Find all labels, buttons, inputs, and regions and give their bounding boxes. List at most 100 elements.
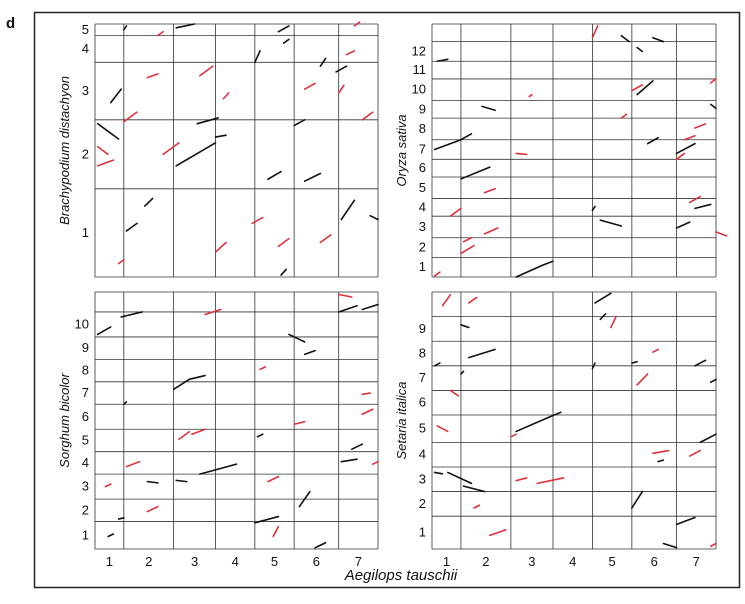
synteny-segment-black — [481, 105, 496, 112]
synteny-segment-red — [345, 50, 356, 56]
synteny-segment-black — [96, 326, 112, 336]
synteny-segment-black — [657, 459, 665, 463]
synteny-segment-black — [460, 133, 473, 141]
y-tick-label: 3 — [82, 479, 89, 494]
synteny-segment-black — [199, 463, 238, 475]
synteny-segment-black — [599, 219, 623, 227]
panel-1: 1 2 3 4 5 Brachypodium distachyon — [57, 21, 379, 278]
x-tick-label: 7 — [693, 554, 700, 569]
synteny-segment-red — [468, 296, 478, 304]
x-tick-label: 1 — [443, 554, 450, 569]
synteny-segment-red — [361, 111, 374, 121]
synteny-segment-red — [683, 134, 696, 141]
y-tick-label: 5 — [82, 432, 89, 447]
synteny-segment-red — [157, 30, 164, 37]
synteny-segment-black — [254, 515, 280, 524]
synteny-segment-black — [277, 25, 290, 33]
synteny-segment-black — [433, 362, 441, 367]
synteny-segment-red — [146, 505, 159, 513]
y-tick-label: 8 — [419, 121, 426, 136]
synteny-segment-black — [280, 268, 288, 276]
synteny-segment-black — [146, 480, 159, 484]
x-tick-label: 4 — [569, 554, 576, 569]
synteny-segment-black — [143, 197, 154, 207]
synteny-segment-red — [449, 389, 460, 397]
synteny-segment-red — [515, 152, 528, 156]
synteny-segment-black — [175, 479, 188, 483]
synteny-segment-black — [460, 324, 470, 329]
y-tick-label: 3 — [419, 471, 426, 486]
synteny-segment-red — [146, 73, 159, 79]
y-tick-label: 6 — [419, 395, 426, 410]
x-tick-label: 2 — [145, 554, 152, 569]
synteny-segment-black — [436, 58, 449, 63]
synteny-segment-red — [303, 82, 316, 90]
synteny-segment-black — [662, 542, 678, 549]
synteny-segment-red — [591, 25, 599, 39]
x-axis-title: Aegilops tauschii — [344, 567, 458, 584]
x-tick-label: 5 — [271, 554, 278, 569]
synteny-segment-black — [361, 303, 379, 311]
synteny-segment-red — [620, 113, 628, 119]
synteny-segment-black — [335, 65, 348, 73]
x-tick-label: 3 — [191, 554, 198, 569]
synteny-segment-red — [96, 159, 115, 167]
y-tick-label: 4 — [419, 199, 426, 214]
synteny-segment-black — [340, 458, 358, 463]
synteny-segment-red — [162, 142, 180, 156]
synteny-segment-black — [196, 117, 219, 125]
y-tick-label: 1 — [419, 525, 426, 540]
y-tick-label: 2 — [82, 502, 89, 517]
synteny-segment-red — [353, 21, 361, 27]
synteny-segment-black — [314, 541, 327, 549]
synteny-segment-red — [222, 92, 230, 100]
synteny-segment-black — [675, 142, 696, 155]
synteny-segment-red — [123, 111, 138, 123]
y-tick-label: 2 — [82, 146, 89, 161]
synteny-segment-black — [675, 221, 691, 229]
synteny-segment-red — [361, 408, 374, 416]
synteny-segment-red — [536, 477, 565, 485]
y-tick-label: 11 — [413, 62, 427, 77]
x-tick-label: 6 — [651, 554, 658, 569]
y-tick-label: 4 — [82, 41, 89, 56]
y-tick-label: 5 — [419, 421, 426, 436]
synteny-segment-black — [303, 172, 322, 182]
y-tick-label: 8 — [82, 363, 89, 378]
synteny-segment-red — [293, 420, 306, 426]
synteny-segment-black — [337, 304, 358, 313]
synteny-segment-black — [591, 362, 596, 370]
synteny-segment-red — [191, 428, 206, 436]
synteny-segment-black — [303, 349, 316, 356]
synteny-segment-black — [96, 122, 120, 140]
y-tick-label: 7 — [419, 370, 426, 385]
synteny-segment-black — [652, 36, 665, 43]
synteny-segment-red — [117, 258, 125, 265]
synteny-segment-black — [298, 490, 311, 508]
synteny-segment-black — [446, 471, 473, 485]
synteny-segment-red — [96, 145, 109, 156]
synteny-segment-red — [449, 207, 462, 218]
y-tick-label: 1 — [419, 259, 426, 274]
y-tick-label: 8 — [419, 346, 426, 361]
synteny-segment-black — [636, 80, 654, 96]
x-tick-label: 4 — [232, 554, 239, 569]
synteny-segment-black — [694, 359, 707, 367]
synteny-segment-black — [468, 348, 496, 359]
x-tick-label: 7 — [355, 554, 362, 569]
synteny-segment-black — [515, 264, 544, 278]
synteny-segment-black — [175, 142, 217, 167]
y-tick-label: 6 — [419, 160, 426, 175]
synteny-segment-black — [546, 411, 562, 419]
synteny-segment-red — [510, 433, 517, 438]
synteny-segment-black — [340, 199, 356, 221]
synteny-segment-black — [175, 23, 196, 29]
y-axis-label: Oryza sativa — [394, 114, 409, 186]
synteny-segment-red — [337, 293, 353, 298]
synteny-segment-black — [256, 433, 264, 438]
synteny-segment-red — [319, 234, 332, 244]
synteny-segment-red — [272, 525, 280, 538]
synteny-segment-red — [483, 227, 499, 235]
y-axis-label: Setaria italica — [394, 381, 409, 459]
